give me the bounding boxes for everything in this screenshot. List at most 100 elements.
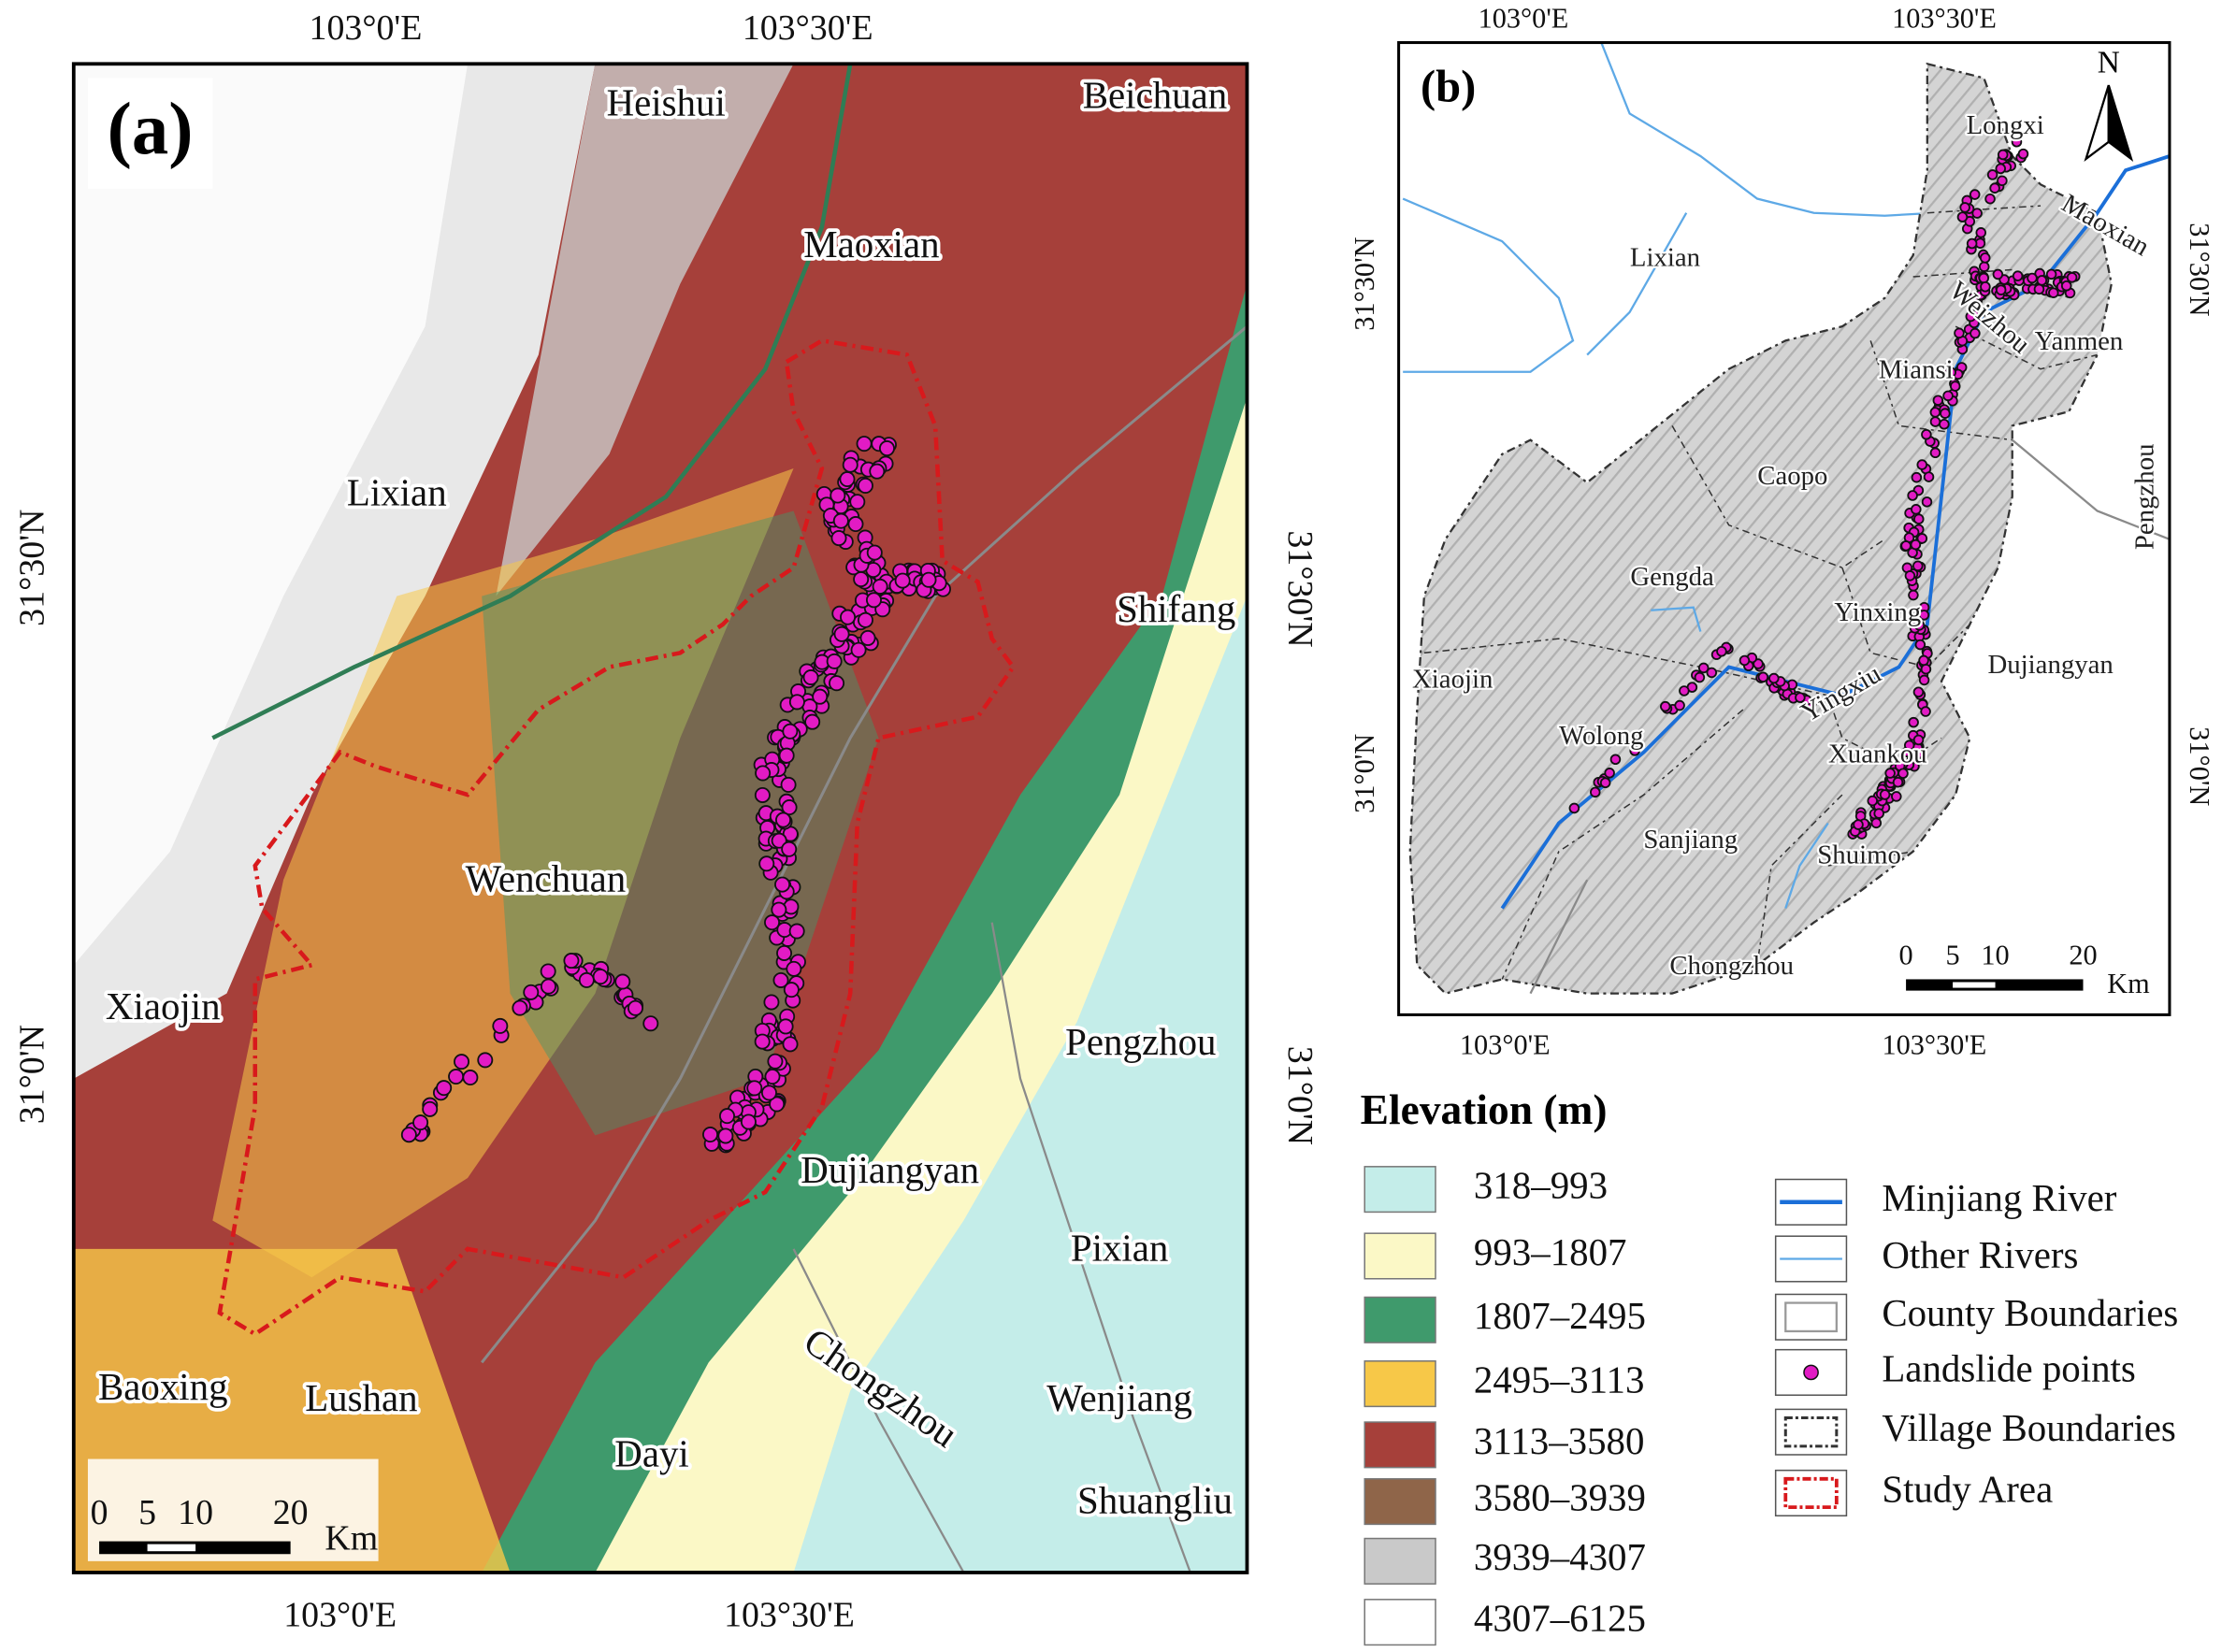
landslide-point (771, 832, 787, 849)
landslide-point (878, 440, 895, 457)
landslide-point (760, 1085, 777, 1101)
landslide-point (1912, 686, 1925, 698)
landslide-point (1986, 169, 1998, 180)
landslide-point (1979, 252, 1991, 264)
legend-swatch (1364, 1537, 1436, 1585)
landslide-point (1897, 768, 1909, 780)
place-label: Maoxian (803, 223, 939, 266)
legend-label: Study Area (1882, 1468, 2053, 1510)
place-label: Baoxing (98, 1366, 228, 1408)
frame-b (1397, 41, 2172, 1016)
lat-tick-label: 31°0'N (13, 1025, 52, 1124)
landslide-point (840, 609, 857, 625)
landslide-point (400, 1127, 417, 1143)
landslide-point (614, 973, 631, 990)
landslide-point (1908, 716, 1919, 728)
landslide-point (1884, 768, 1896, 779)
landslide-point (2066, 272, 2078, 283)
landslide-point (717, 1128, 734, 1144)
landslide-point (1568, 802, 1580, 814)
landslide-point (592, 969, 609, 985)
landslide-point (540, 963, 556, 980)
landslide-point (1918, 610, 1930, 621)
landslide-point (865, 592, 882, 609)
landslide-point (1929, 416, 1941, 427)
scalebar-label: 0 (1899, 940, 1913, 971)
place-label: Heishui (607, 81, 726, 123)
landslide-point (578, 971, 595, 988)
landslide-point (2033, 283, 2045, 295)
landslide-point (1908, 589, 1919, 601)
place-label: Xuankou (1828, 740, 1926, 769)
map-b (1398, 42, 2170, 1015)
landslide-point (856, 436, 873, 453)
scalebar-label: 20 (2069, 940, 2097, 971)
lon-tick-label: 103°0'E (1460, 1028, 1551, 1060)
landslide-point (771, 901, 787, 918)
landslide-point (1913, 513, 1925, 524)
place-label: Pengzhou (1065, 1021, 1216, 1063)
place-label: Yinxing (1834, 597, 1921, 627)
landslide-point (1912, 734, 1925, 746)
landslide-point (1956, 211, 1969, 223)
landslide-point (1954, 327, 1965, 339)
landslide-point (849, 494, 866, 510)
landslide-point (2011, 136, 2023, 148)
place-label: Wolong (1559, 721, 1643, 751)
landslide-point (1870, 817, 1883, 829)
lat-tick-label: 31°30'N (1349, 237, 1380, 330)
lat-tick-label: 31°30'N (1280, 530, 1320, 647)
landslide-point (781, 799, 798, 816)
landslide-point (778, 747, 795, 764)
legend-swatch (1364, 1232, 1436, 1280)
legend-swatch (1364, 1296, 1436, 1343)
landslide-point (826, 653, 843, 669)
landslide-point (782, 723, 799, 740)
landslide-point (1903, 740, 1915, 751)
landslide-point (859, 629, 876, 646)
landslide-point (1795, 692, 1806, 703)
panel-label: (b) (1421, 62, 1476, 111)
landslide-point (833, 625, 850, 642)
landslide-point (1932, 395, 1944, 406)
scalebar-label: 5 (138, 1493, 156, 1532)
legend-swatch (1364, 1421, 1436, 1469)
label-box-a (87, 78, 213, 189)
legend-symbol (1783, 1416, 1839, 1448)
landslide-point (1911, 504, 1922, 515)
landslide-point (1907, 490, 1918, 501)
landslide-point (1920, 706, 1931, 717)
place-label: Wenchuan (466, 858, 627, 900)
landslide-point (1873, 808, 1884, 819)
legend-label: County Boundaries (1882, 1292, 2178, 1334)
legend-label: 1807–2495 (1474, 1295, 1646, 1337)
landslide-point (1914, 639, 1926, 651)
landslide-point (829, 675, 845, 692)
landslide-point (422, 1100, 439, 1117)
landslide-point (830, 530, 847, 547)
landslide-point (1660, 700, 1671, 712)
scalebar-label: 10 (1981, 940, 2009, 971)
landslide-point (454, 1054, 470, 1070)
landslide-point (1980, 280, 1991, 293)
landslide-point (769, 1096, 786, 1113)
landslide-point (802, 669, 819, 686)
landslide-point (642, 1015, 659, 1032)
lat-tick-label: 31°30'N (2184, 223, 2215, 316)
landslide-point (436, 1080, 453, 1097)
landslide-point (842, 456, 858, 473)
landslide-point (1969, 189, 1981, 200)
landslide-point (788, 923, 805, 940)
landslide-point (872, 578, 888, 595)
landslide-point (1940, 408, 1951, 419)
legend-label: 3113–3580 (1474, 1420, 1645, 1462)
scalebar (1953, 982, 1996, 988)
landslide-point (1912, 560, 1924, 572)
landslide-point (412, 1114, 429, 1131)
place-label: Dayi (614, 1432, 689, 1474)
landslide-point (477, 1052, 494, 1069)
landslide-point (1995, 163, 2006, 175)
terrain-a (73, 64, 1248, 1573)
landslide-point (492, 1017, 509, 1034)
scalebar-label: 0 (91, 1493, 108, 1532)
